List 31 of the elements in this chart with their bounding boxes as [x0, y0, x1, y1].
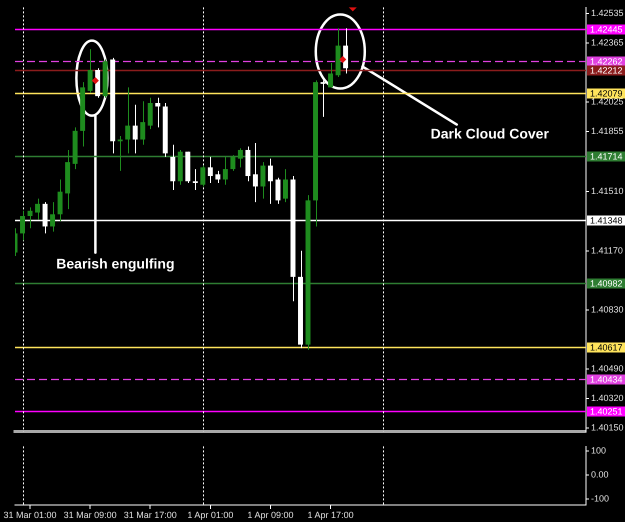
ref-line-label: 1.42212 — [590, 65, 623, 76]
y-tick-label: -100 — [591, 494, 610, 504]
ref-line-label: 1.42262 — [590, 56, 623, 66]
y-tick-label: 1.42025 — [591, 96, 624, 107]
ref-line-label: 1.40251 — [590, 406, 623, 416]
ref-line-label: 1.40617 — [590, 342, 623, 352]
y-tick-label: 1.40830 — [591, 304, 624, 314]
ref-line-label: 1.42445 — [590, 24, 623, 34]
x-tick-label: 31 Mar 17:00 — [124, 510, 177, 520]
ref-line-label: 1.40982 — [590, 278, 623, 288]
y-tick-label: 1.41510 — [591, 186, 624, 196]
x-tick-label: 1 Apr 09:00 — [247, 510, 294, 520]
x-tick-label: 1 Apr 01:00 — [187, 510, 234, 520]
ref-line-label: 1.42079 — [590, 88, 623, 98]
ref-line-label: 1.41714 — [590, 151, 623, 162]
annotation: Bearish engulfing — [56, 256, 175, 272]
x-tick-label: 31 Mar 01:00 — [4, 510, 57, 520]
annotation: Dark Cloud Cover — [430, 125, 550, 142]
ref-line-label: 1.40434 — [590, 374, 623, 384]
y-tick-label: 1.40490 — [591, 363, 624, 374]
y-tick-label: 100 — [591, 446, 606, 456]
y-tick-label: 1.41855 — [591, 126, 624, 136]
y-tick-label: 1.40150 — [591, 422, 624, 433]
ref-line-label: 1.41348 — [590, 215, 623, 226]
x-tick-label: 1 Apr 17:00 — [308, 510, 354, 520]
y-tick-label: 1.42365 — [591, 38, 624, 48]
y-tick-label: 1.42535 — [591, 8, 624, 18]
y-tick-label: 1.40320 — [591, 393, 624, 404]
y-tick-label: 1.41170 — [591, 245, 623, 256]
y-tick-label: 0.00 — [591, 470, 609, 480]
x-tick-label: 31 Mar 09:00 — [64, 510, 117, 520]
